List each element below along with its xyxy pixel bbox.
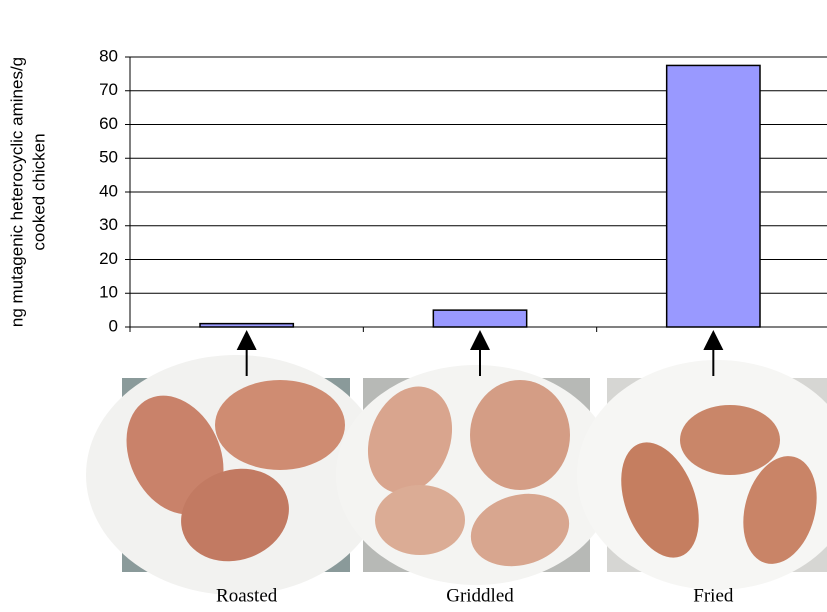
- y-tick-label: 10: [99, 283, 118, 302]
- bar: [199, 322, 295, 328]
- photo-roasted: [86, 355, 386, 595]
- y-tick-label: 20: [99, 249, 118, 268]
- y-axis-label: ng mutagenic heterocyclic amines/g: [7, 57, 26, 327]
- photo-fried: [577, 360, 827, 590]
- y-tick-label: 80: [99, 46, 118, 65]
- photo-griddled: [336, 365, 616, 585]
- y-axis-label: cooked chicken: [29, 133, 48, 250]
- y-tick-label: 30: [99, 215, 118, 234]
- bar: [665, 64, 761, 328]
- y-tick-label: 40: [99, 181, 118, 200]
- y-tick-label: 0: [109, 316, 118, 335]
- photos: [86, 355, 827, 595]
- y-tick-label: 70: [99, 80, 118, 99]
- y-tick-label: 60: [99, 114, 118, 133]
- x-tick-label: Roasted: [216, 585, 278, 606]
- y-tick-label: 50: [99, 148, 118, 167]
- bar: [432, 309, 528, 328]
- x-tick-label: Griddled: [446, 585, 514, 606]
- x-tick-label: Fried: [693, 585, 734, 606]
